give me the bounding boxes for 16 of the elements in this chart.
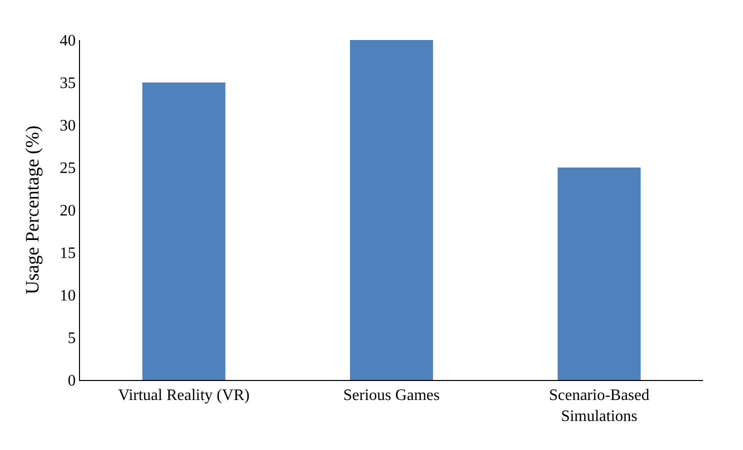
y-tick-label: 30 bbox=[60, 118, 76, 135]
x-tick-label: Serious Games bbox=[343, 387, 440, 404]
x-tick-label: Scenario-Based Simulations bbox=[548, 387, 650, 425]
bar bbox=[142, 82, 226, 380]
y-tick-label: 10 bbox=[60, 288, 76, 305]
bar bbox=[350, 40, 434, 380]
y-axis-title: Usage Percentage (%) bbox=[22, 126, 44, 294]
y-tick-label: 40 bbox=[60, 32, 76, 50]
y-tick-label: 0 bbox=[68, 372, 76, 390]
bar bbox=[558, 168, 641, 380]
x-tick-label: Virtual Reality (VR) bbox=[118, 387, 250, 404]
y-tick-label: 15 bbox=[60, 245, 76, 262]
y-tick-label: 20 bbox=[60, 202, 76, 220]
y-tick-label: 25 bbox=[60, 160, 76, 178]
y-tick-label: 5 bbox=[68, 330, 76, 348]
y-tick-label: 35 bbox=[60, 75, 76, 92]
